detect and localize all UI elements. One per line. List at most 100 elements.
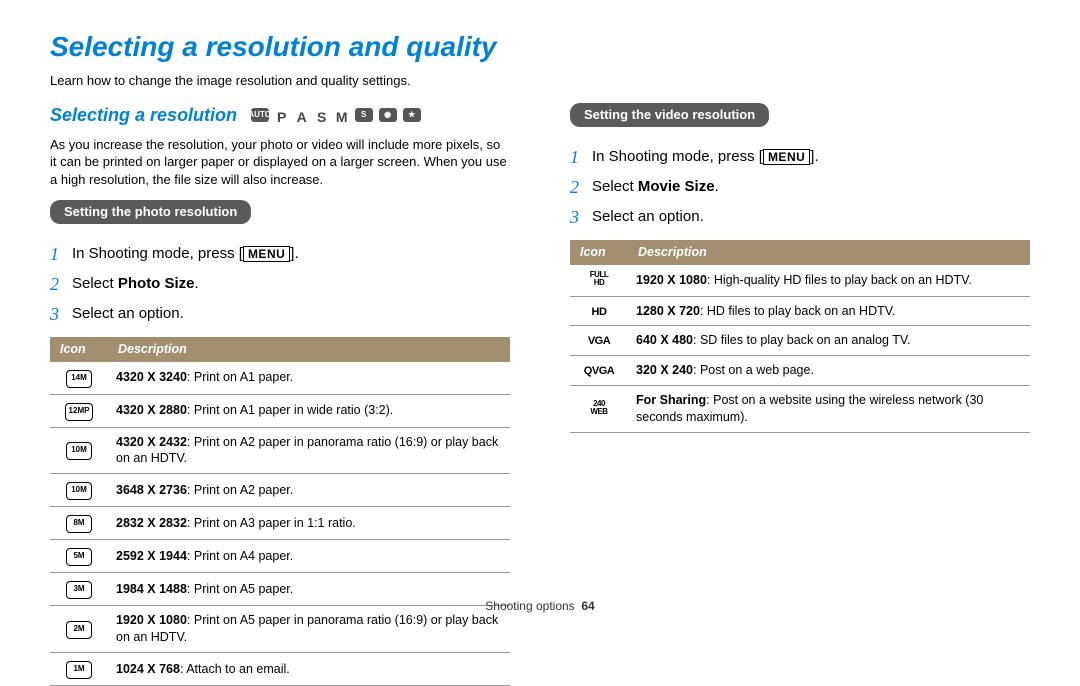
section-heading: Selecting a resolution bbox=[50, 103, 237, 127]
menu-button-icon: MENU bbox=[243, 246, 290, 262]
table-row: 1M 1024 X 768: Attach to an email. bbox=[50, 653, 510, 686]
video-res-icon: HD bbox=[592, 305, 607, 320]
icon-cell: 8M bbox=[50, 507, 108, 540]
step-2: 2 Select Movie Size. bbox=[570, 175, 1030, 199]
step-post: ]. bbox=[810, 148, 818, 165]
mode-p-icon: P bbox=[275, 108, 289, 127]
resolution-icon: 2M bbox=[66, 621, 92, 639]
icon-cell: 5M bbox=[50, 540, 108, 573]
desc-cell: For Sharing: Post on a website using the… bbox=[628, 386, 1030, 433]
resolution-icon: 14M bbox=[66, 370, 92, 388]
mode-m-icon: M bbox=[335, 108, 349, 127]
mode-icons: AUTO P A S M S ◉ ★ bbox=[251, 108, 421, 127]
section-heading-row: Selecting a resolution AUTO P A S M S ◉ … bbox=[50, 103, 510, 127]
resolution-icon: 8M bbox=[66, 515, 92, 533]
icon-cell: FULLHD bbox=[570, 265, 628, 296]
step-pre: Select bbox=[592, 178, 638, 195]
video-res-icon: QVGA bbox=[584, 364, 614, 379]
step-pre: Select bbox=[72, 275, 118, 292]
step-post: . bbox=[195, 275, 199, 292]
table-row: 10M 4320 X 2432: Print on A2 paper in pa… bbox=[50, 427, 510, 474]
desc-cell: 640 X 480: SD files to play back on an a… bbox=[628, 326, 1030, 356]
table-row: HD 1280 X 720: HD files to play back on … bbox=[570, 296, 1030, 326]
step-2: 2 Select Photo Size. bbox=[50, 272, 510, 296]
icon-cell: 240WEB bbox=[570, 386, 628, 433]
icon-cell: VGA bbox=[570, 326, 628, 356]
step-pre: In Shooting mode, press [ bbox=[72, 245, 243, 262]
table-row: FULLHD 1920 X 1080: High-quality HD file… bbox=[570, 265, 1030, 296]
step-number: 2 bbox=[570, 175, 592, 199]
table-row: 10M 3648 X 2736: Print on A2 paper. bbox=[50, 474, 510, 507]
desc-cell: 4320 X 3240: Print on A1 paper. bbox=[108, 362, 510, 395]
menu-button-icon: MENU bbox=[763, 149, 810, 165]
table-row: 8M 2832 X 2832: Print on A3 paper in 1:1… bbox=[50, 507, 510, 540]
resolution-icon: 3M bbox=[66, 581, 92, 599]
step-text: Select Photo Size. bbox=[72, 272, 199, 296]
step-text: Select an option. bbox=[72, 302, 184, 326]
step-text: In Shooting mode, press [MENU]. bbox=[592, 145, 819, 169]
step-bold: Photo Size bbox=[118, 275, 195, 292]
col-icon: Icon bbox=[50, 337, 108, 362]
step-3: 3 Select an option. bbox=[50, 302, 510, 326]
resolution-icon: 5M bbox=[66, 548, 92, 566]
table-row: 14M 4320 X 3240: Print on A1 paper. bbox=[50, 362, 510, 395]
icon-cell: 12MP bbox=[50, 394, 108, 427]
desc-cell: 3648 X 2736: Print on A2 paper. bbox=[108, 474, 510, 507]
step-number: 1 bbox=[50, 242, 72, 266]
video-steps: 1 In Shooting mode, press [MENU]. 2 Sele… bbox=[570, 145, 1030, 230]
step-number: 3 bbox=[570, 205, 592, 229]
table-row: 12MP 4320 X 2880: Print on A1 paper in w… bbox=[50, 394, 510, 427]
resolution-icon: 10M bbox=[66, 482, 92, 500]
mode-s2-icon: S bbox=[355, 108, 373, 122]
step-post: . bbox=[715, 178, 719, 195]
table-row: QVGA 320 X 240: Post on a web page. bbox=[570, 356, 1030, 386]
step-post: ]. bbox=[290, 245, 298, 262]
resolution-icon: 12MP bbox=[65, 403, 94, 421]
resolution-icon: 10M bbox=[66, 442, 92, 460]
mode-s-icon: S bbox=[315, 108, 329, 127]
section-body: As you increase the resolution, your pho… bbox=[50, 136, 510, 189]
step-1: 1 In Shooting mode, press [MENU]. bbox=[570, 145, 1030, 169]
col-icon: Icon bbox=[570, 240, 628, 265]
step-pre: In Shooting mode, press [ bbox=[592, 148, 763, 165]
step-number: 2 bbox=[50, 272, 72, 296]
mode-star-icon: ★ bbox=[403, 108, 421, 122]
icon-cell: 10M bbox=[50, 427, 108, 474]
step-bold: Movie Size bbox=[638, 178, 715, 195]
step-text: Select an option. bbox=[592, 205, 704, 229]
desc-cell: 2832 X 2832: Print on A3 paper in 1:1 ra… bbox=[108, 507, 510, 540]
table-row: 5M 2592 X 1944: Print on A4 paper. bbox=[50, 540, 510, 573]
desc-cell: 2592 X 1944: Print on A4 paper. bbox=[108, 540, 510, 573]
share-icon: 240WEB bbox=[590, 400, 607, 416]
page-number: 64 bbox=[581, 599, 594, 613]
col-description: Description bbox=[628, 240, 1030, 265]
video-size-table: Icon Description FULLHD 1920 X 1080: Hig… bbox=[570, 240, 1030, 433]
col-description: Description bbox=[108, 337, 510, 362]
icon-cell: 10M bbox=[50, 474, 108, 507]
mode-auto-icon: AUTO bbox=[251, 108, 269, 122]
icon-cell: QVGA bbox=[570, 356, 628, 386]
step-number: 1 bbox=[570, 145, 592, 169]
table-row: 240WEB For Sharing: Post on a website us… bbox=[570, 386, 1030, 433]
desc-cell: 320 X 240: Post on a web page. bbox=[628, 356, 1030, 386]
icon-cell: 14M bbox=[50, 362, 108, 395]
page-footer: Shooting options 64 bbox=[0, 598, 1080, 614]
icon-cell: HD bbox=[570, 296, 628, 326]
video-res-icon: VGA bbox=[588, 334, 610, 349]
photo-size-table: Icon Description 14M 4320 X 3240: Print … bbox=[50, 337, 510, 686]
mode-a-icon: A bbox=[295, 108, 309, 127]
photo-resolution-pill: Setting the photo resolution bbox=[50, 200, 251, 224]
fullhd-icon: FULLHD bbox=[590, 271, 608, 287]
table-row: VGA 640 X 480: SD files to play back on … bbox=[570, 326, 1030, 356]
desc-cell: 4320 X 2432: Print on A2 paper in panora… bbox=[108, 427, 510, 474]
video-resolution-pill: Setting the video resolution bbox=[570, 103, 769, 127]
step-number: 3 bbox=[50, 302, 72, 326]
photo-steps: 1 In Shooting mode, press [MENU]. 2 Sele… bbox=[50, 242, 510, 327]
mode-scene-icon: ◉ bbox=[379, 108, 397, 122]
resolution-icon: 1M bbox=[66, 661, 92, 679]
step-text: Select Movie Size. bbox=[592, 175, 719, 199]
step-1: 1 In Shooting mode, press [MENU]. bbox=[50, 242, 510, 266]
desc-cell: 4320 X 2880: Print on A1 paper in wide r… bbox=[108, 394, 510, 427]
icon-cell: 1M bbox=[50, 653, 108, 686]
footer-section: Shooting options bbox=[485, 599, 574, 613]
